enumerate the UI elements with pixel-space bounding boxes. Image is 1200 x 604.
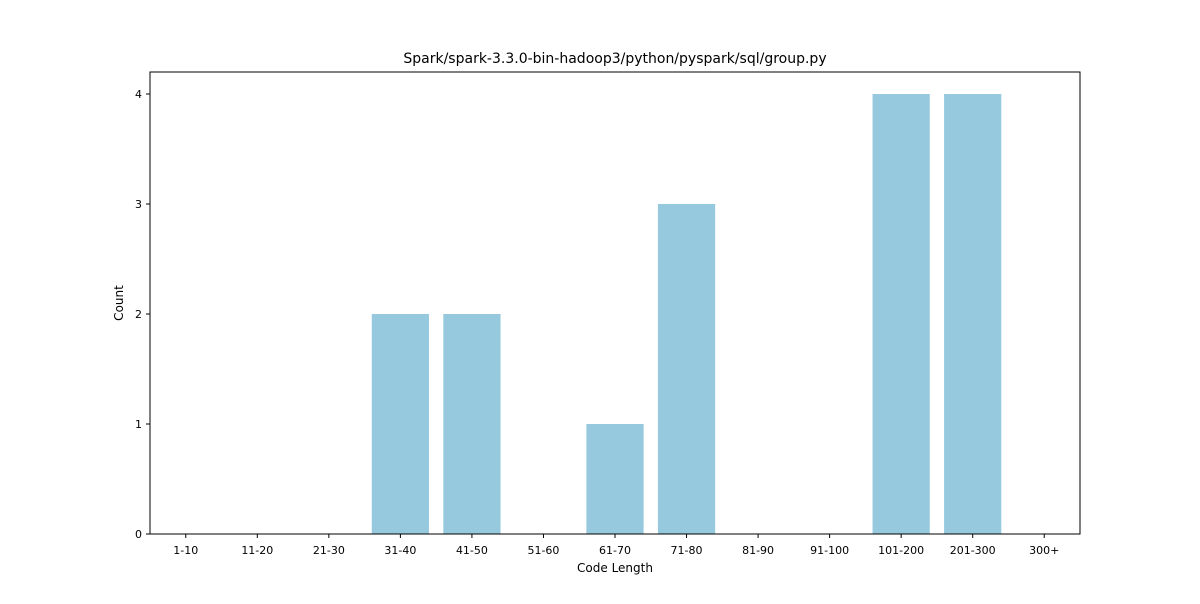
x-tick-label: 61-70 bbox=[599, 544, 631, 557]
y-tick-label: 0 bbox=[135, 528, 142, 541]
x-tick-label: 300+ bbox=[1029, 544, 1059, 557]
y-axis-ticks: 0 1 2 3 4 bbox=[135, 88, 150, 541]
x-axis-ticks: 1-10 11-20 21-30 31-40 41-50 51-60 61-70 71-80 8… bbox=[173, 534, 1059, 557]
x-tick-label: 31-40 bbox=[384, 544, 416, 557]
y-axis-label: Count bbox=[112, 285, 126, 321]
x-tick-label: 201-300 bbox=[950, 544, 996, 557]
x-tick-label: 91-100 bbox=[810, 544, 849, 557]
x-axis-label: Code Length bbox=[577, 561, 653, 575]
x-tick-label: 41-50 bbox=[456, 544, 488, 557]
bar-71-80 bbox=[657, 204, 716, 534]
y-tick-label: 3 bbox=[135, 198, 142, 211]
x-tick-label: 11-20 bbox=[241, 544, 273, 557]
bar-31-40 bbox=[371, 314, 429, 534]
x-tick-label: 101-200 bbox=[878, 544, 924, 557]
bars-group bbox=[371, 94, 1002, 534]
bar-61-70 bbox=[586, 424, 644, 534]
chart-title: Spark/spark-3.3.0-bin-hadoop3/python/pys… bbox=[403, 51, 826, 67]
x-tick-label: 1-10 bbox=[173, 544, 198, 557]
x-tick-label: 51-60 bbox=[527, 544, 559, 557]
x-tick-label: 21-30 bbox=[313, 544, 345, 557]
y-tick-label: 1 bbox=[135, 418, 142, 431]
x-tick-label: 71-80 bbox=[671, 544, 703, 557]
bar-41-50 bbox=[443, 314, 501, 534]
bar-201-300 bbox=[944, 94, 1002, 534]
y-tick-label: 2 bbox=[135, 308, 142, 321]
bar-101-200 bbox=[872, 94, 930, 534]
y-tick-label: 4 bbox=[135, 88, 142, 101]
x-tick-label: 81-90 bbox=[742, 544, 774, 557]
